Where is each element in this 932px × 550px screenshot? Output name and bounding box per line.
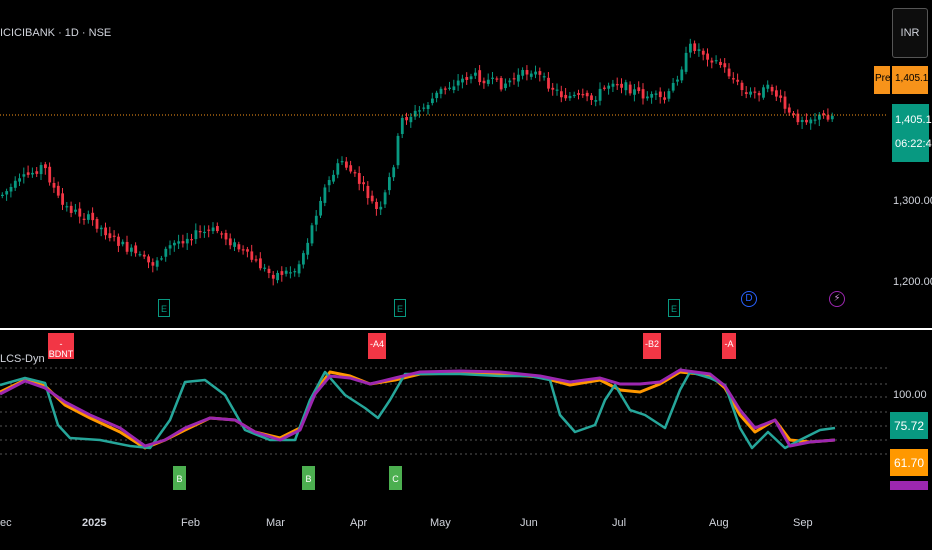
- earnings-icon[interactable]: E: [158, 299, 170, 317]
- indicator-value-purple: [890, 481, 928, 490]
- earnings-icon[interactable]: E: [668, 299, 680, 317]
- dividend-icon[interactable]: D: [741, 291, 757, 307]
- time-axis-label: May: [430, 517, 451, 529]
- buy-signal-marker[interactable]: B: [302, 466, 315, 490]
- indicator-name[interactable]: LCS-Dyn: [0, 353, 45, 365]
- sell-signal-marker[interactable]: -A: [722, 333, 736, 359]
- premarket-price-tag: 1,405.10: [892, 66, 932, 94]
- price-candles: [1, 38, 834, 286]
- buy-signal-marker[interactable]: C: [389, 466, 402, 490]
- chart-title: ICICIBANK · 1D · NSE: [0, 27, 112, 39]
- time-axis-label: Jul: [612, 517, 627, 529]
- last-price-value: 1,405.10: [895, 114, 932, 126]
- buy-signal-marker[interactable]: B: [173, 466, 186, 490]
- last-price-tag: 1,405.10 06:22:42: [892, 104, 932, 162]
- indicator-value-teal: 75.72: [890, 412, 928, 439]
- sell-signal-marker[interactable]: -B2: [643, 333, 661, 359]
- sell-signal-marker[interactable]: -A4: [368, 333, 386, 359]
- time-axis-label: Apr: [350, 517, 368, 529]
- time-axis-label: Mar: [266, 517, 285, 529]
- price-axis-label: 1,200.00: [893, 276, 932, 288]
- time-axis-label: 2025: [82, 517, 107, 529]
- earnings-icon[interactable]: E: [394, 299, 406, 317]
- premarket-tag: Pre: [874, 66, 891, 94]
- sell-signal-marker[interactable]: -BDNT: [48, 333, 74, 359]
- time-axis-label: Jun: [520, 517, 538, 529]
- time-axis-label: Sep: [793, 517, 813, 529]
- time-axis-label: Feb: [181, 517, 200, 529]
- bar-countdown: 06:22:42: [895, 138, 932, 150]
- currency-button[interactable]: INR: [892, 8, 928, 58]
- split-icon[interactable]: ⚡: [829, 291, 845, 307]
- time-axis-label: Aug: [709, 517, 729, 529]
- indicator-lines: [0, 368, 836, 450]
- indicator-axis-label: 100.00: [893, 389, 927, 401]
- indicator-value-orange: 61.70: [890, 449, 928, 476]
- time-axis-label: ec: [0, 517, 12, 529]
- price-axis-label: 1,300.00: [893, 195, 932, 207]
